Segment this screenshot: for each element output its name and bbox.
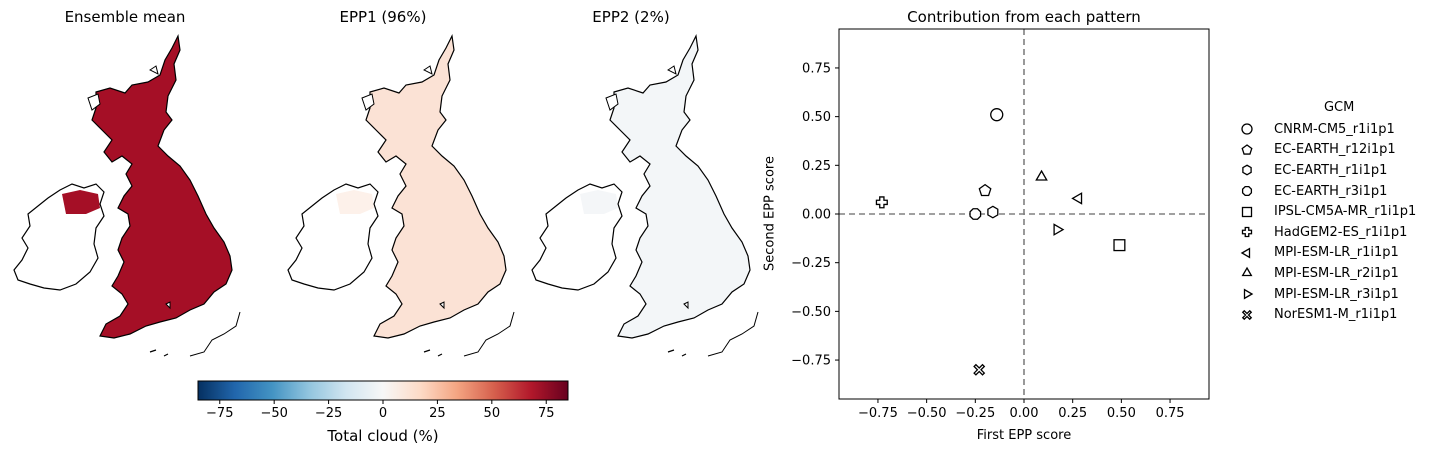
legend-label: IPSL-CM5A-MR_r1i1p1: [1274, 204, 1417, 220]
legend-marker-octagon: [1241, 186, 1253, 197]
northern-ireland-shape: [580, 190, 618, 214]
legend-marker-shape: [1243, 288, 1254, 300]
legend-marker-shape: [1241, 144, 1253, 155]
legend-marker-triangle-left: [1240, 247, 1251, 259]
y-tick-label: 0.25: [802, 159, 831, 174]
legend-marker-shape: [1241, 267, 1253, 277]
legend-marker-x-filled: [1241, 309, 1253, 320]
x-tick-label: 0.25: [1058, 406, 1087, 421]
channel-islands-shape: [667, 349, 687, 357]
colorbar-label: Total cloud (%): [327, 427, 439, 445]
legend-marker-hexagon: [1242, 164, 1252, 176]
x-tick-label: −0.75: [858, 406, 898, 421]
legend-item: IPSL-CM5A-MR_r1i1p1: [1238, 201, 1416, 222]
channel-islands-shape: [423, 349, 443, 357]
legend-item: MPI-ESM-LR_r1i1p1: [1238, 243, 1416, 264]
uk-maps-figure: −75 −50 −25 0 25 50 75: [13, 35, 759, 421]
x-tick-label: −0.25: [955, 406, 995, 421]
y-tick-label: 0.75: [802, 61, 831, 76]
legend-marker-triangle-right: [1243, 288, 1254, 300]
legend-item: EC-EARTH_r12i1p1: [1238, 140, 1416, 161]
legend-label: CNRM-CM5_r1i1p1: [1274, 121, 1395, 137]
legend-label: NorESM1-M_r1i1p1: [1274, 307, 1398, 323]
continent-coast-line: [707, 311, 759, 357]
point-hexagon: [987, 205, 999, 219]
colorbar-tick-label: 50: [484, 406, 501, 421]
legend-marker-triangle-up: [1241, 267, 1253, 277]
legend-item: CNRM-CM5_r1i1p1: [1238, 119, 1416, 140]
epp1-map: [287, 35, 515, 357]
legend-marker-shape: [1241, 309, 1253, 320]
point-octagon: [969, 208, 982, 220]
legend-marker-shape: [1242, 164, 1252, 176]
channel-islands-shape: [149, 349, 169, 357]
legend-title: GCM: [1323, 100, 1355, 115]
legend-item: NorESM1-M_r1i1p1: [1238, 304, 1416, 325]
point-pentagon: [978, 183, 992, 197]
islands-shape: [87, 65, 171, 310]
legend-item: HadGEM2-ES_r1i1p1: [1238, 222, 1416, 243]
point-x-filled: [973, 363, 986, 376]
x-tick-label: 0.00: [1010, 406, 1039, 421]
chart-title: Contribution from each pattern: [907, 8, 1141, 26]
chart-legend: GCM CNRM-CM5_r1i1p1 EC-EARTH_r12i1p1 EC-EA…: [1238, 100, 1416, 325]
y-tick-label: 0.50: [802, 110, 831, 125]
legend-marker-plus: [1241, 227, 1253, 238]
y-tick-label: 0.00: [802, 208, 831, 223]
legend-marker-circle: [1241, 123, 1253, 135]
y-tick-label: −0.25: [791, 256, 831, 271]
northern-ireland-shape: [62, 190, 100, 214]
legend-marker-square: [1241, 206, 1253, 217]
legend-label: MPI-ESM-LR_r2i1p1: [1274, 265, 1399, 281]
legend-label: MPI-ESM-LR_r1i1p1: [1274, 245, 1399, 261]
islands-shape: [361, 65, 445, 310]
colorbar-tick-label: −25: [315, 406, 342, 421]
x-tick-label: 0.75: [1156, 406, 1185, 421]
legend-label: EC-EARTH_r12i1p1: [1274, 142, 1396, 158]
legend-marker-shape: [1241, 206, 1253, 217]
map-title-epp1: EPP1 (96%): [339, 8, 427, 26]
colorbar-tick-label: −50: [260, 406, 287, 421]
point-triangle-right: [1053, 223, 1065, 236]
x-tick-label: 0.50: [1107, 406, 1136, 421]
legend-marker-shape: [1241, 227, 1253, 238]
legend-label: EC-EARTH_r1i1p1: [1274, 162, 1388, 178]
legend-label: MPI-ESM-LR_r3i1p1: [1274, 286, 1399, 302]
continent-coast-line: [463, 311, 515, 357]
point-triangle-up: [1035, 169, 1048, 181]
epp2-map: [531, 35, 759, 357]
legend-label: HadGEM2-ES_r1i1p1: [1274, 224, 1408, 240]
x-tick-label: −0.50: [907, 406, 947, 421]
legend-marker-shape: [1241, 186, 1253, 197]
point-triangle-left: [1071, 192, 1083, 205]
y-tick-label: −0.75: [791, 354, 831, 369]
point-square: [1113, 239, 1126, 252]
map-title-epp2: EPP2 (2%): [592, 8, 670, 26]
legend-marker-shape: [1240, 247, 1251, 259]
legend-marker-shape: [1241, 123, 1253, 135]
continent-coast-line: [189, 311, 241, 357]
colorbar-tick-label: 75: [538, 406, 555, 421]
point-circle: [990, 108, 1004, 122]
legend-item: EC-EARTH_r3i1p1: [1238, 181, 1416, 202]
point-plus: [875, 196, 888, 209]
legend-item: MPI-ESM-LR_r3i1p1: [1238, 284, 1416, 305]
islands-shape: [605, 65, 689, 310]
y-tick-label: −0.50: [791, 305, 831, 320]
x-axis-label: First EPP score: [976, 428, 1072, 443]
colorbar-tick-label: −75: [206, 406, 233, 421]
legend-label: EC-EARTH_r3i1p1: [1274, 183, 1388, 199]
colorbar-tick-label: 0: [379, 406, 387, 421]
legend-item: EC-EARTH_r1i1p1: [1238, 160, 1416, 181]
ensemble-mean-map: [13, 35, 241, 357]
colorbar-tick-label: 25: [429, 406, 446, 421]
y-axis-label: Second EPP score: [762, 156, 778, 271]
legend-item: MPI-ESM-LR_r2i1p1: [1238, 263, 1416, 284]
legend-marker-pentagon: [1241, 144, 1253, 155]
northern-ireland-shape: [336, 190, 374, 214]
map-title-ensemble-mean: Ensemble mean: [64, 8, 186, 26]
